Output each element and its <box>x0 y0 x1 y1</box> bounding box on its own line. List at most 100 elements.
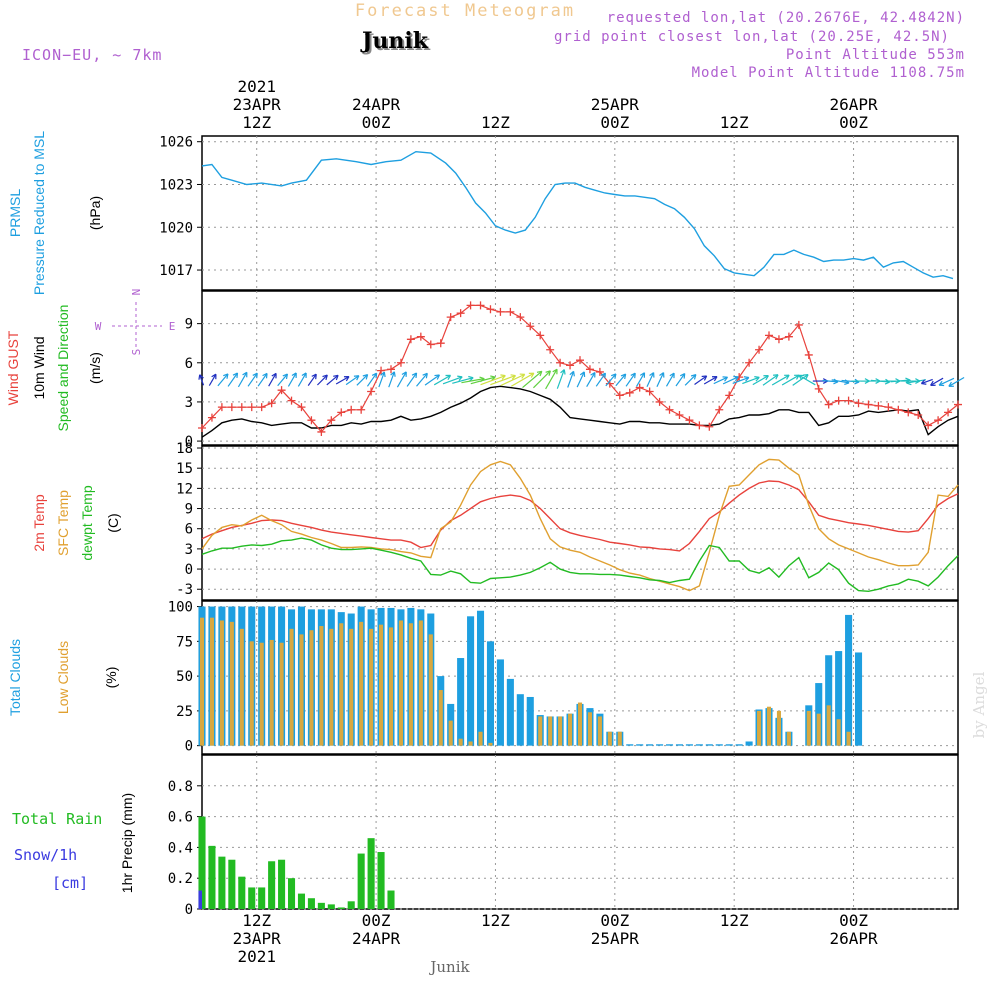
precip-panel: 0 0.2 0.4 0.6 0.8 Total Rain Snow/1h [cm] 1hr Pr… <box>12 754 959 918</box>
wind-arrow <box>781 374 800 386</box>
time-label: 00Z <box>839 911 868 930</box>
low-cloud-bar <box>428 634 433 746</box>
total-cloud-bar <box>665 744 674 746</box>
rain-bar <box>357 853 365 909</box>
pressure-axis-label: Pressure Reduced to MSL <box>31 131 47 295</box>
rain-bar <box>278 859 286 909</box>
wind-arrow <box>635 372 646 387</box>
wind-gust-point <box>854 399 863 408</box>
wind-arrow-head <box>649 372 655 378</box>
wind-arrow-head <box>930 380 936 386</box>
wind-gust-point <box>924 421 933 430</box>
wind-arrow <box>396 371 407 388</box>
forecast-title: Forecast Meteogram <box>355 1 575 21</box>
low-cloud-bar <box>488 742 493 746</box>
total-cloud-bar <box>457 658 465 746</box>
time-label: 00Z <box>362 911 391 930</box>
total-cloud-bar <box>476 610 485 746</box>
time-label: 25APR <box>591 95 640 114</box>
wind-gust-point <box>426 340 435 349</box>
wind-arrow <box>841 379 860 383</box>
temperature-ytick-label: 9 <box>185 502 193 518</box>
low-cloud-bar <box>269 639 274 746</box>
wind-arrow <box>567 371 575 388</box>
pressure-ytick-label: 1023 <box>159 177 193 193</box>
temperature-frame <box>201 445 959 601</box>
wind-arrow-head <box>301 372 307 378</box>
low-cloud-bar <box>339 623 344 746</box>
rain-bar <box>327 904 335 909</box>
wind-arrow <box>461 378 485 384</box>
low-cloud-bar <box>568 713 573 746</box>
wind-gust-point <box>814 384 823 393</box>
wind-gust-point <box>765 331 773 340</box>
total-cloud-bar <box>506 678 514 746</box>
rain-bar <box>268 861 276 909</box>
wind-arrow-head <box>457 375 463 382</box>
wind-arrow-head <box>282 373 289 380</box>
wind-arrow <box>345 375 360 386</box>
wind-axis-label: Speed and Direction <box>55 305 71 432</box>
wind-gust-point <box>516 313 525 322</box>
wind-arrow <box>433 374 451 386</box>
wind-arrow-head <box>322 374 328 381</box>
total-cloud-bar <box>646 744 654 746</box>
precip-snow-unit: [cm] <box>52 874 88 892</box>
wind-arrow <box>297 372 307 387</box>
time-label: 00Z <box>600 113 629 132</box>
total-cloud-bar <box>715 744 723 746</box>
total-cloud-bar <box>626 744 634 746</box>
wind-arrow <box>416 372 428 387</box>
wind-ytick-label: 9 <box>185 317 193 333</box>
compass-letter: N <box>130 289 143 296</box>
gridpoint-coords: grid point closest lon,lat (20.25E, 42.5… <box>554 29 950 45</box>
low-cloud-bar <box>259 642 264 746</box>
wind-gust-point <box>207 413 216 422</box>
clouds-ytick-label: 25 <box>176 704 193 720</box>
wind-arrow <box>713 376 728 385</box>
time-label: 24APR <box>352 929 401 948</box>
temperature-panel: -3 0 3 6 9 12 15 18 2m Temp SFC Temp dewpt Temp (C) <box>31 441 959 601</box>
wind-gust-point <box>546 345 555 354</box>
wind-arrow <box>335 376 350 385</box>
wind-arrow-head <box>401 371 407 377</box>
time-label: 12Z <box>481 113 510 132</box>
temperature-ytick-label: 3 <box>185 542 193 558</box>
wind-gust-point <box>804 350 813 359</box>
wind-arrow <box>208 373 217 386</box>
low-cloud-bar <box>369 628 374 746</box>
wind-arrow-head <box>763 375 769 381</box>
point-altitude: Point Altitude 553m <box>786 47 965 63</box>
total-cloud-bar <box>854 652 863 746</box>
wind-arrow <box>656 372 665 387</box>
wind-arrow <box>771 374 790 386</box>
wind-gust-point <box>635 383 644 392</box>
wind-gust-point <box>585 365 594 374</box>
wind-ytick-label: 6 <box>185 356 193 372</box>
wind-arrow-head <box>434 374 440 380</box>
pressure-axis-label: (hPa) <box>87 196 103 230</box>
wind-arrow <box>615 373 627 387</box>
time-label: 23APR <box>233 929 282 948</box>
total-cloud-bar <box>685 744 693 746</box>
wind-arrow <box>762 374 779 386</box>
wind-gust-point <box>655 397 664 406</box>
low-cloud-bar <box>309 630 314 746</box>
total-cloud-bar <box>725 744 733 746</box>
wind-gust-point <box>576 356 584 365</box>
low-cloud-bar <box>219 620 224 746</box>
wind-arrow-head <box>590 372 596 378</box>
rain-bar <box>228 859 236 909</box>
wind-arrow-head <box>701 375 708 381</box>
wind-gust-point <box>685 416 694 425</box>
wind-arrow <box>595 372 606 387</box>
location-title: Junik <box>360 28 429 54</box>
wind-gust-point <box>705 422 714 431</box>
wind-arrow <box>511 372 535 387</box>
wind-arrow <box>556 369 565 389</box>
wind-panel: 0 3 6 9 Wind GUST 10m Wind Speed and Direction… <box>5 290 959 450</box>
low-cloud-bar <box>538 716 543 746</box>
precip-rain-label: Total Rain <box>12 810 102 828</box>
wind-arrow-head <box>311 373 317 380</box>
